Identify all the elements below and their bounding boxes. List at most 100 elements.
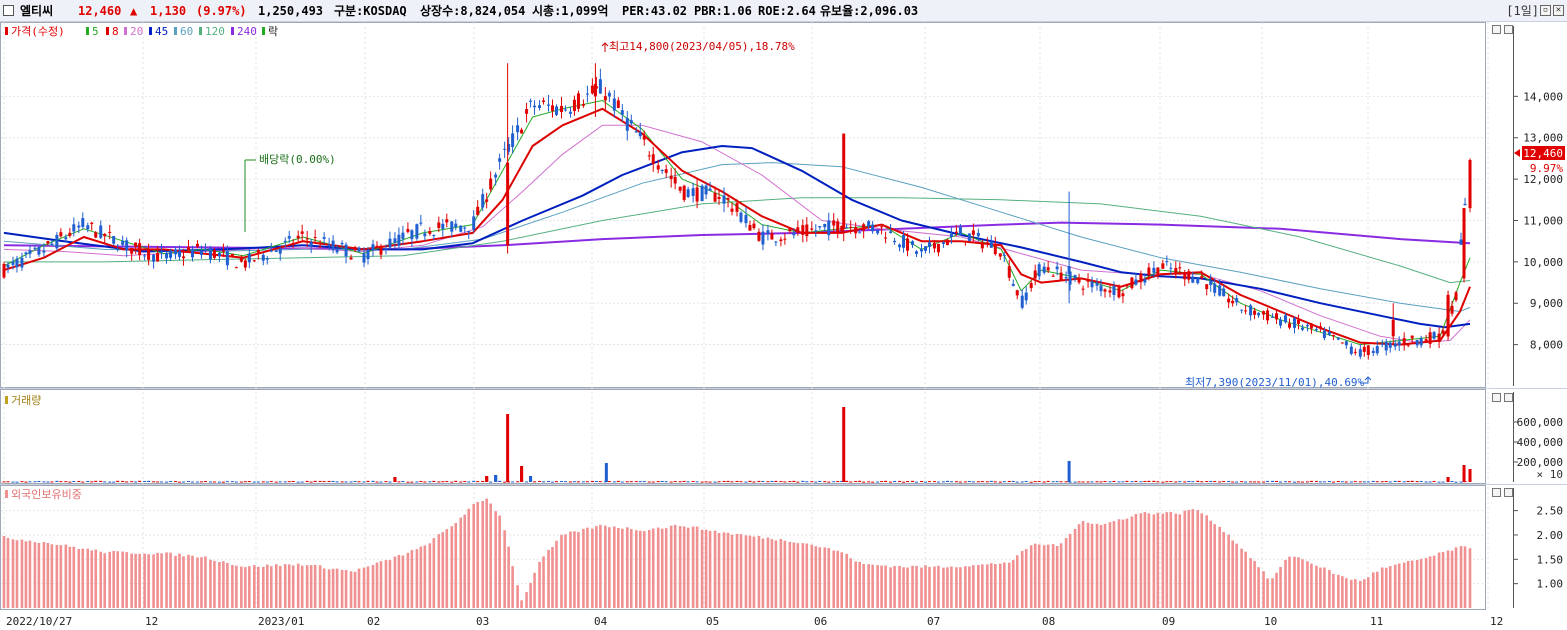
volume-bar [1156, 481, 1160, 483]
candle-up [1029, 283, 1033, 289]
volume-bar [1222, 481, 1226, 483]
candle-down [33, 247, 37, 249]
stock-name[interactable]: 엘티씨 [20, 4, 54, 18]
foreign-bar [1143, 512, 1147, 608]
candle-down [165, 253, 169, 259]
candle-down [629, 120, 633, 124]
foreign-bar [1257, 567, 1260, 608]
volume-bar [936, 481, 940, 483]
volume-bar [476, 481, 480, 483]
volume-bar [287, 481, 291, 483]
candle-down [1165, 261, 1169, 263]
volume-bar [165, 481, 169, 483]
foreign-bar [1249, 558, 1252, 608]
panel-controls[interactable] [1492, 25, 1513, 497]
date-tick-label: 06 [814, 615, 827, 628]
candle-up [485, 199, 489, 202]
volume-bar [230, 481, 234, 483]
volume-spike [520, 466, 524, 482]
price-panel-minimize-icon[interactable] [1492, 25, 1501, 34]
volume-bar [511, 481, 515, 483]
listed-shares: 상장수:8,824,054 [420, 4, 526, 18]
volume-bar [1292, 481, 1296, 483]
candle-down [607, 92, 611, 97]
candle-down [1375, 346, 1379, 354]
candle-down [700, 185, 704, 202]
foreign-bar [1244, 551, 1247, 608]
volume-panel-close-icon[interactable] [1504, 393, 1513, 402]
legend-ma5: 5 [92, 25, 99, 38]
foreign-bar [1350, 579, 1353, 608]
foreign-bar [1384, 567, 1388, 608]
volume-panel-minimize-icon[interactable] [1492, 393, 1501, 402]
volume-bar [1024, 480, 1028, 482]
foreign-bar [520, 600, 523, 608]
volume-bar [1183, 481, 1187, 483]
foreign-panel-minimize-icon[interactable] [1492, 488, 1501, 497]
candle-up [1406, 344, 1410, 346]
candle-up [1015, 290, 1019, 296]
foreign-bar [222, 561, 225, 608]
candle-down [989, 241, 993, 248]
candle-up [1244, 310, 1248, 312]
period-selector[interactable]: [1일] [1506, 4, 1539, 18]
volume-bar [735, 480, 739, 482]
foreign-bar [1354, 579, 1357, 608]
foreign-bar [147, 554, 150, 608]
close-icon[interactable]: ✕ [1553, 5, 1564, 16]
candlesticks [2, 63, 1472, 360]
volume-bar [1358, 481, 1362, 483]
foreign-panel-close-icon[interactable] [1504, 488, 1513, 497]
candle-up [1077, 278, 1081, 283]
candle-up [1187, 271, 1191, 280]
price-change-pct: (9.97%) [196, 4, 247, 18]
foreign-bar [423, 545, 427, 608]
volume-bar [704, 481, 708, 483]
price-panel-close-icon[interactable] [1504, 25, 1513, 34]
candle-up [476, 206, 480, 216]
restore-icon[interactable]: ▫ [1540, 5, 1551, 16]
foreign-bar [86, 548, 90, 608]
volume-bar [1073, 481, 1077, 483]
candle-down [269, 250, 273, 252]
candle-up [779, 239, 783, 242]
volume-bar [682, 480, 686, 482]
foreign-bar [595, 526, 598, 608]
foreign-bar [933, 566, 936, 608]
volume-bar [1200, 481, 1204, 483]
candle-down [1064, 277, 1068, 279]
volume-bar [547, 480, 551, 482]
foreign-bar [1410, 560, 1414, 608]
legend-ma60: 60 [180, 25, 193, 38]
volume-bar [190, 481, 194, 483]
candle-down [1073, 275, 1077, 279]
foreign-bar [608, 527, 611, 608]
foreign-bar [178, 553, 181, 608]
foreign-bar [968, 566, 971, 608]
volume-bar [963, 481, 967, 483]
candle-up [673, 176, 677, 184]
volume-bar [1037, 481, 1041, 483]
foreign-bar [1007, 562, 1011, 608]
foreign-bar [560, 534, 563, 608]
volume-bar [147, 480, 151, 482]
volume-bar [1231, 481, 1235, 483]
volume-bar [344, 481, 348, 483]
volume-bar [1068, 481, 1072, 483]
stock-chart[interactable]: 가격(수정) 5 8 20 45 60 120 240 락 거래량 외국인보유비… [0, 22, 1567, 630]
foreign-bar [1366, 577, 1370, 608]
volume-bar [1275, 480, 1279, 482]
foreign-bar [876, 565, 879, 608]
volume-bar [256, 481, 260, 483]
candle-down [1002, 254, 1006, 256]
volume-bar [849, 481, 853, 483]
foreign-bar [950, 566, 953, 608]
foreign-bar [1169, 511, 1173, 608]
select-checkbox[interactable] [3, 5, 14, 16]
candle-down [774, 241, 778, 243]
volume-bar [788, 481, 792, 483]
foreign-bar [1288, 556, 1291, 608]
foreign-bar [349, 571, 353, 608]
candle-up [862, 224, 866, 231]
volume-bar [739, 481, 743, 483]
